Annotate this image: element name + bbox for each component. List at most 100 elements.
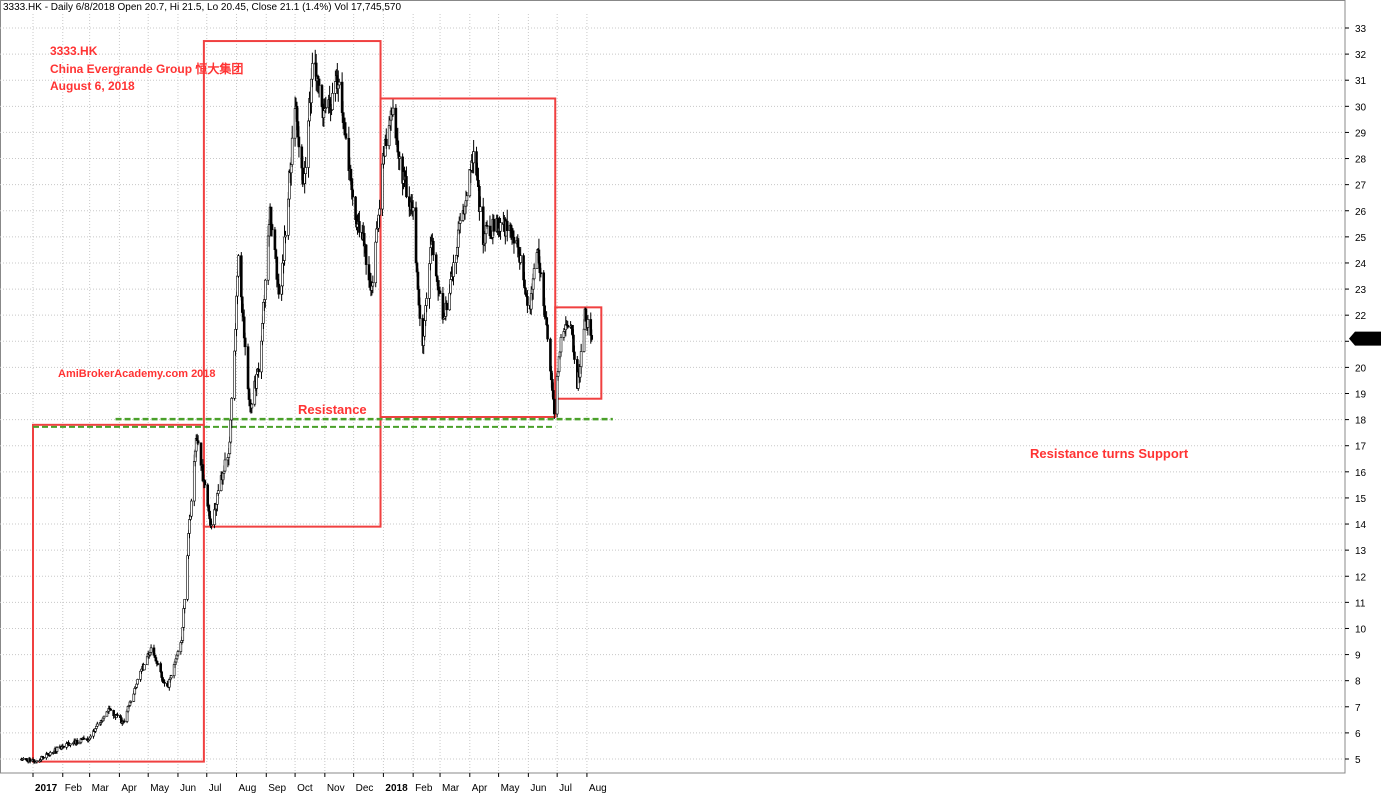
candle-body — [188, 519, 191, 534]
candle-body — [270, 224, 274, 231]
candle-body — [384, 138, 388, 147]
y-tick-label: 27 — [1355, 181, 1367, 192]
candle-body — [96, 723, 99, 727]
candle-body — [129, 700, 133, 703]
candle-body — [378, 208, 381, 216]
y-tick-label: 25 — [1355, 233, 1367, 244]
y-tick-label: 23 — [1355, 285, 1367, 296]
candle-body — [48, 752, 52, 756]
last-price-label: 21.1 — [1357, 335, 1377, 346]
candle-body — [122, 720, 126, 723]
candle-body — [290, 137, 294, 165]
candle-body — [176, 651, 180, 656]
x-tick-label: 2017 — [35, 783, 58, 794]
candle-body — [452, 262, 455, 277]
candle-body — [273, 229, 277, 251]
y-tick-label: 10 — [1355, 624, 1367, 635]
annotation-layer: 3333.HK - Daily 6/8/2018 Open 20.7, Hi 2… — [3, 2, 1189, 461]
box-layer — [32, 40, 613, 763]
candle-body — [364, 244, 368, 265]
candle-body — [465, 195, 469, 202]
x-tick-label: Mar — [92, 783, 110, 794]
candle-body — [375, 228, 378, 243]
candle-body — [228, 441, 232, 454]
candle-body — [69, 743, 72, 746]
candle-body — [169, 675, 173, 679]
y-tick-label: 33 — [1355, 24, 1367, 35]
x-tick-label: Feb — [415, 783, 433, 794]
candle-body — [546, 324, 549, 340]
y-tick-label: 22 — [1355, 311, 1367, 322]
candle-body — [371, 282, 375, 287]
y-tick-label: 7 — [1355, 703, 1361, 714]
candle-body — [358, 221, 361, 233]
candle-body — [260, 340, 263, 373]
candle-body — [398, 156, 402, 159]
candle-body — [186, 555, 189, 600]
candle-body — [257, 368, 260, 373]
y-tick-label: 12 — [1355, 572, 1367, 583]
candle-body — [492, 218, 496, 232]
candle-body — [269, 206, 273, 225]
candle-body — [539, 272, 543, 275]
y-tick-label: 32 — [1355, 50, 1367, 61]
candle-body — [458, 220, 462, 224]
candle-body — [559, 337, 563, 353]
candle-body — [192, 461, 196, 502]
candle-body — [42, 756, 45, 759]
candle-body — [203, 480, 207, 486]
candle-body — [573, 351, 576, 360]
candle-body — [344, 133, 348, 139]
candle-body — [216, 490, 220, 494]
candle-body — [82, 737, 86, 740]
candle-body — [526, 296, 529, 306]
candle-body — [22, 758, 25, 760]
candle-body — [532, 268, 536, 280]
analysis-box — [554, 306, 603, 400]
candle-body — [89, 735, 92, 739]
axis-layer: 5678910111213141516171819202122232425262… — [32, 24, 1381, 794]
candle-body — [552, 390, 555, 400]
candle-body — [324, 107, 328, 109]
x-tick-label: Mar — [442, 783, 460, 794]
candle-body — [246, 346, 250, 390]
x-tick-label: 2018 — [385, 783, 408, 794]
y-tick-label: 31 — [1355, 76, 1367, 87]
x-tick-label: Oct — [297, 783, 313, 794]
candle-body — [237, 255, 240, 277]
grid-layer — [0, 0, 1346, 774]
candle-body — [472, 151, 475, 164]
x-tick-label: Jun — [530, 783, 546, 794]
candle-body — [425, 298, 428, 306]
x-tick-label: May — [150, 783, 169, 794]
candle-body — [62, 745, 66, 748]
candle-body — [381, 163, 384, 210]
candle-body — [206, 484, 210, 507]
candle-body — [75, 739, 79, 745]
candle-body — [196, 440, 200, 444]
candle-body — [317, 78, 321, 86]
candle-body — [485, 225, 489, 227]
ticker-label: 3333.HK — [50, 44, 98, 58]
candle-body — [159, 663, 162, 673]
candle-body — [297, 136, 301, 148]
candle-body — [149, 647, 153, 653]
candle-body — [109, 708, 113, 711]
candle-body — [320, 85, 324, 108]
candle-body — [434, 254, 438, 277]
candle-body — [35, 760, 39, 763]
y-tick-label: 15 — [1355, 494, 1367, 505]
y-tick-label: 30 — [1355, 102, 1367, 113]
y-tick-label: 11 — [1355, 598, 1366, 609]
plot-frame — [0, 0, 1346, 774]
candle-body — [566, 324, 570, 328]
x-tick-label: Aug — [589, 783, 607, 794]
candle-body — [579, 351, 583, 367]
candle-body — [210, 524, 213, 527]
y-tick-label: 6 — [1355, 729, 1361, 740]
y-tick-label: 5 — [1355, 755, 1361, 766]
x-tick-label: Jun — [180, 783, 196, 794]
candle-body — [523, 279, 526, 289]
